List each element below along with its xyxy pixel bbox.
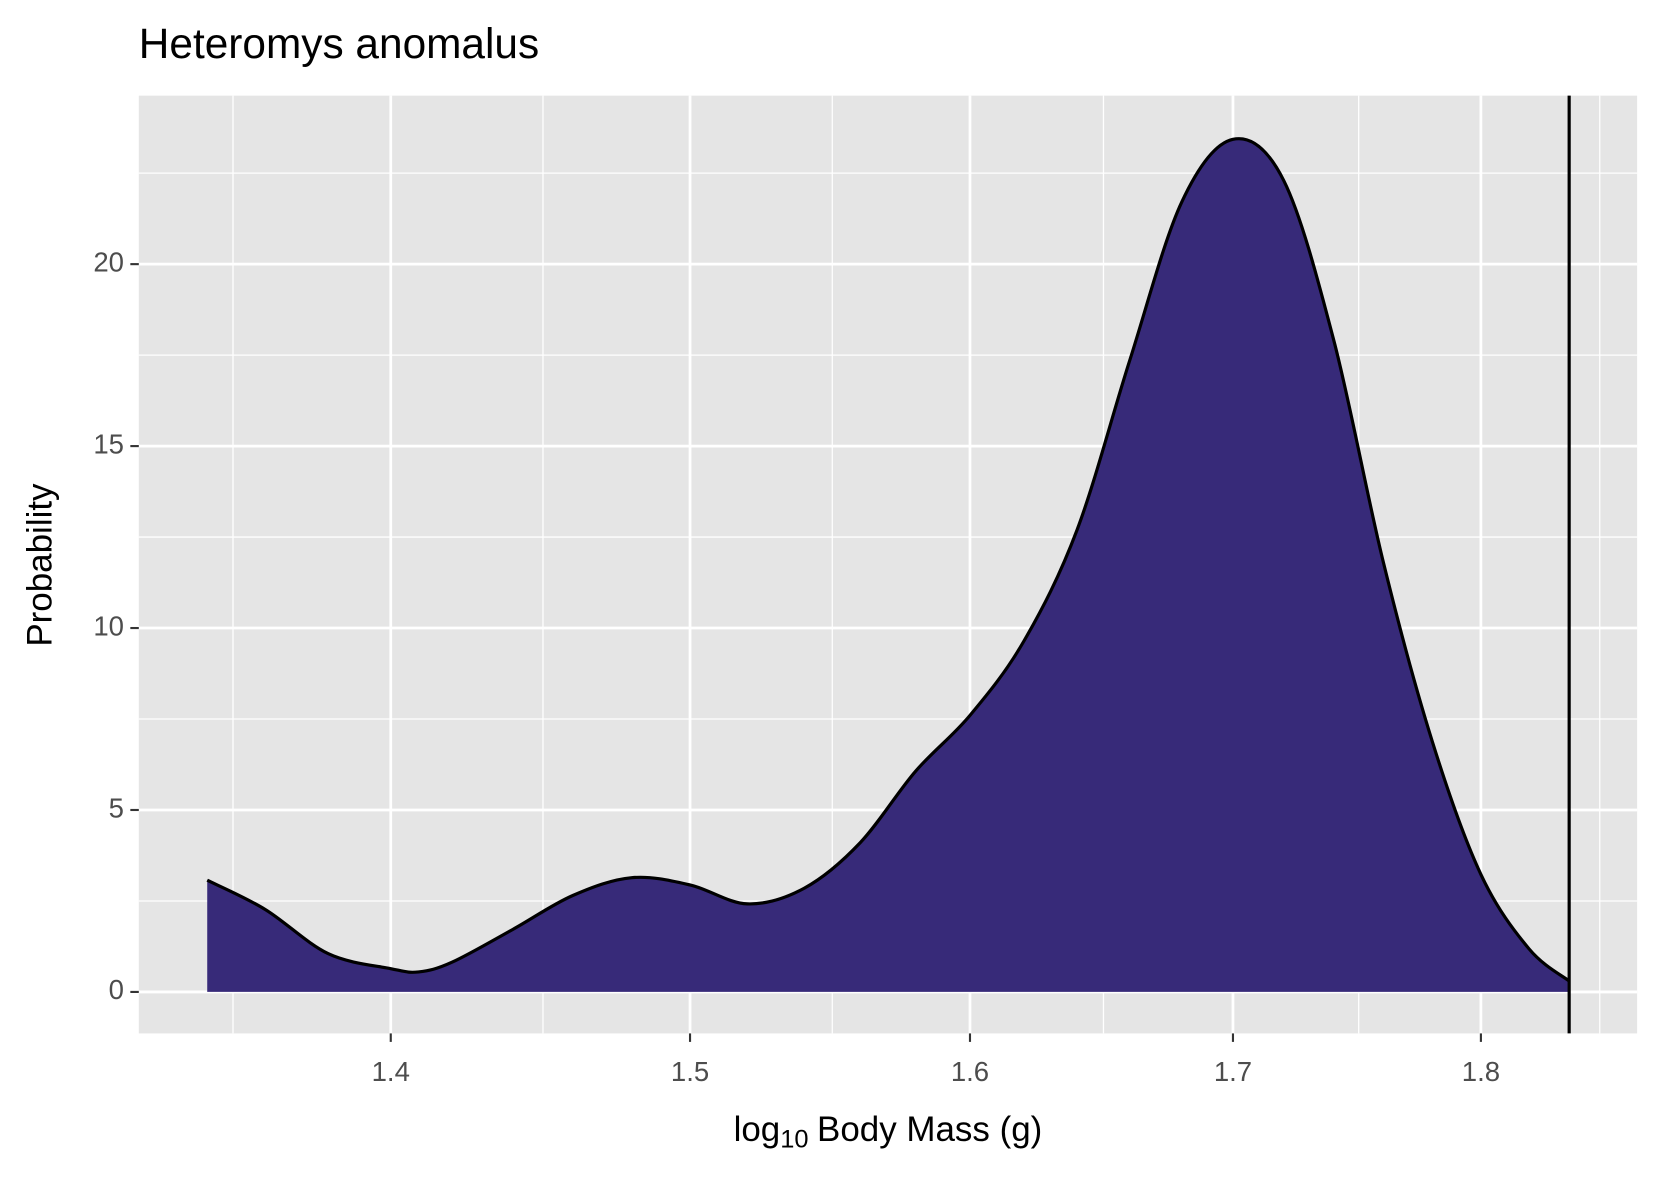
density-line <box>206 137 1571 983</box>
y-axis-title: Probability <box>21 483 60 647</box>
y-tick-label: 5 <box>109 792 124 823</box>
y-tick-label: 20 <box>93 246 124 277</box>
x-tick-label: 1.4 <box>372 1056 410 1087</box>
x-title-part: log <box>734 1110 781 1149</box>
x-axis-title: log10 Body Mass (g) <box>734 1110 1043 1153</box>
density-area <box>207 138 1570 992</box>
y-tick-label: 10 <box>93 610 124 641</box>
x-tick-label: 1.8 <box>1462 1056 1500 1087</box>
x-title-sub: 10 <box>780 1125 808 1153</box>
chart-title: Heteromys anomalus <box>139 20 539 67</box>
x-title-part: Body Mass (g) <box>817 1110 1042 1149</box>
y-tick-label: 0 <box>109 974 124 1005</box>
x-tick-label: 1.6 <box>951 1056 989 1087</box>
x-tick-label: 1.5 <box>671 1056 709 1087</box>
y-tick-label: 15 <box>93 428 124 459</box>
x-tick-label: 1.7 <box>1214 1056 1252 1087</box>
